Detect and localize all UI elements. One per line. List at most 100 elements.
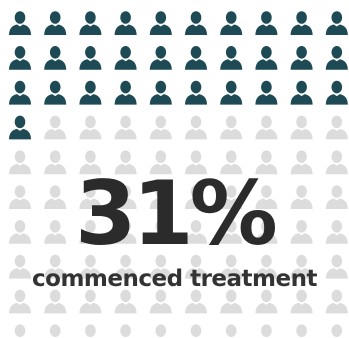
person-icon-muted (79, 185, 102, 209)
person-icon-muted (325, 150, 348, 175)
person-icon-muted (255, 220, 278, 244)
person-icon-muted (185, 185, 207, 209)
person-icon-muted (220, 289, 243, 314)
person-icon-muted (44, 185, 67, 209)
person-icon-muted (325, 115, 348, 140)
person-icon-muted (149, 220, 172, 244)
person-icon-muted (114, 220, 137, 244)
person-icon-muted (79, 115, 102, 140)
person-icon-muted (290, 289, 313, 314)
person-icon-muted (44, 254, 67, 279)
person-icon-highlighted (185, 11, 207, 35)
person-icon-muted (290, 150, 313, 175)
person-icon-muted (44, 150, 67, 175)
person-icon-muted (290, 185, 313, 209)
person-icon-muted (9, 185, 31, 209)
person-icon-muted (325, 185, 348, 209)
person-icon-highlighted (9, 46, 31, 70)
person-icon-muted (290, 254, 313, 279)
person-icon-muted (220, 254, 243, 279)
person-icon-muted (79, 150, 102, 175)
person-icon-muted (114, 185, 137, 209)
person-icon-muted (114, 115, 137, 140)
person-icon-muted (114, 150, 137, 175)
person-icon-highlighted (255, 46, 278, 70)
person-icon-highlighted (325, 80, 348, 105)
person-icon-highlighted (79, 46, 102, 70)
person-icon-muted (44, 220, 67, 244)
person-icon-muted (79, 254, 102, 279)
person-icon-muted (185, 115, 207, 140)
person-icon-muted (261, 324, 272, 338)
person-icon-highlighted (290, 80, 313, 105)
percentage-label: commenced treatment (32, 266, 317, 292)
person-icon-muted (331, 324, 343, 338)
person-icon-highlighted (44, 80, 67, 105)
person-icon-muted (9, 289, 31, 314)
person-icon-highlighted (79, 11, 102, 35)
person-icon-muted (155, 324, 167, 338)
person-icon-highlighted (220, 11, 243, 35)
person-icon-highlighted (9, 80, 31, 105)
person-icon-muted (220, 185, 243, 209)
person-icon-muted (225, 324, 237, 338)
person-icon-highlighted (44, 11, 67, 35)
person-icon-highlighted (79, 80, 102, 105)
person-icon-highlighted (9, 11, 31, 35)
person-icon-muted (185, 150, 207, 175)
person-icon-muted (44, 289, 67, 314)
person-icon-highlighted (114, 11, 137, 35)
person-icon-muted (255, 150, 278, 175)
person-icon-muted (9, 150, 31, 175)
person-icon-muted (325, 289, 348, 314)
person-icon-muted (255, 254, 278, 279)
person-icon-muted (114, 289, 137, 314)
person-icon-muted (220, 115, 243, 140)
person-icon-muted (190, 324, 202, 338)
person-icon-muted (255, 115, 278, 140)
person-icon-muted (296, 324, 307, 338)
person-icon-highlighted (325, 46, 348, 70)
person-icon-highlighted (185, 46, 207, 70)
person-icon-highlighted (44, 46, 67, 70)
person-icon-muted (49, 324, 61, 338)
person-icon-muted (149, 115, 172, 140)
person-icon-muted (255, 185, 278, 209)
person-icon-muted (149, 289, 172, 314)
person-icon-highlighted (114, 80, 137, 105)
person-icon-muted (220, 150, 243, 175)
person-icon-muted (79, 289, 102, 314)
person-icon-muted (44, 115, 67, 140)
person-icon-muted (220, 220, 243, 244)
person-icon-muted (290, 115, 313, 140)
person-icon-muted (85, 324, 96, 338)
person-icon-muted (325, 220, 348, 244)
person-icon-muted (185, 220, 207, 244)
person-icon-highlighted (149, 11, 172, 35)
person-icon-highlighted (220, 46, 243, 70)
person-icon-highlighted (325, 11, 348, 35)
person-icon-muted (120, 324, 131, 338)
person-icon-highlighted (149, 46, 172, 70)
person-icon-highlighted (220, 80, 243, 105)
person-icon-muted (114, 254, 137, 279)
person-icon-muted (9, 220, 31, 244)
person-icon-muted (290, 220, 313, 244)
person-icon-muted (149, 150, 172, 175)
person-icon-highlighted (290, 46, 313, 70)
person-icon-muted (325, 254, 348, 279)
person-icon-highlighted (9, 115, 31, 140)
person-icon-highlighted (255, 80, 278, 105)
person-icon-muted (149, 185, 172, 209)
person-icon-highlighted (149, 80, 172, 105)
person-icon-muted (185, 289, 207, 314)
person-icon-highlighted (185, 80, 207, 105)
person-icon-muted (149, 254, 172, 279)
person-icon-muted (255, 289, 278, 314)
person-icon-highlighted (114, 46, 137, 70)
person-icon-highlighted (255, 11, 278, 35)
person-icon-muted (9, 254, 31, 279)
person-icon-muted (14, 324, 26, 338)
person-icon-muted (79, 220, 102, 244)
